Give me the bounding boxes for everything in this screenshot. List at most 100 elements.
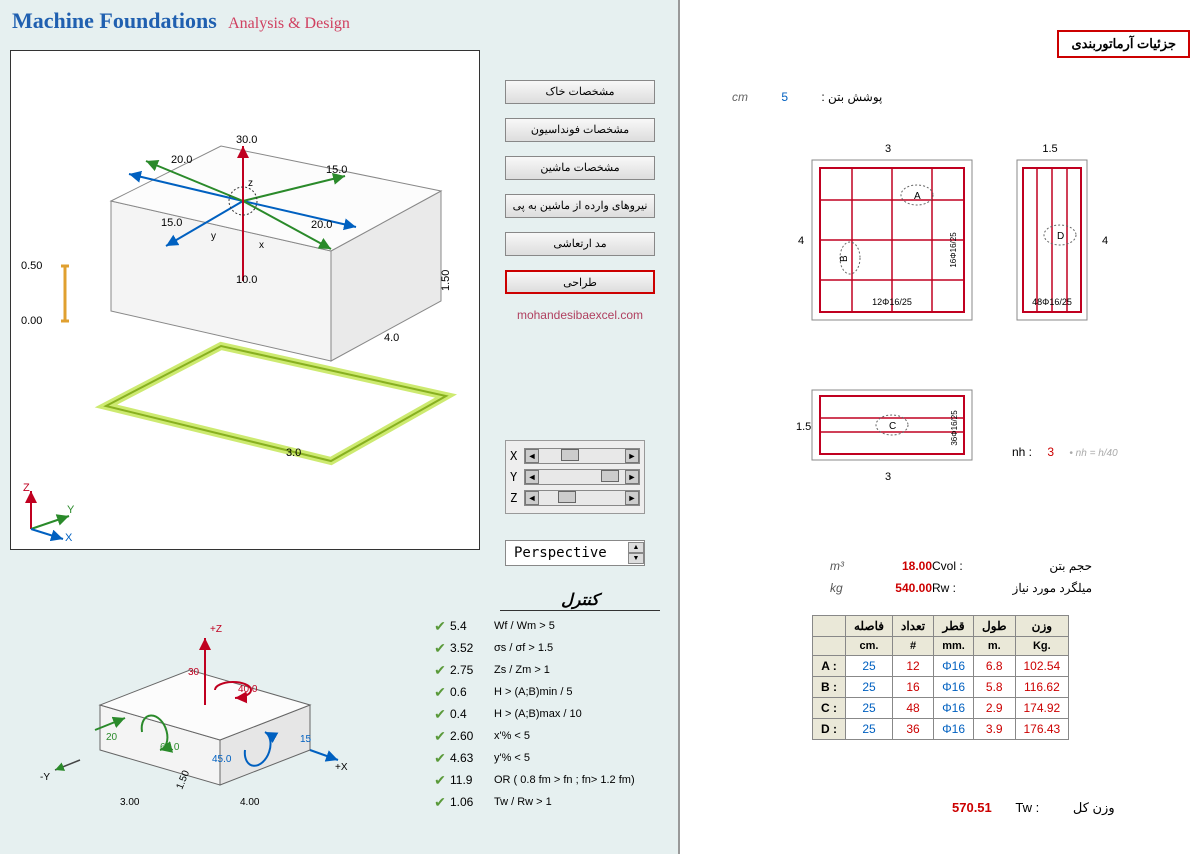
svg-text:20: 20 <box>106 732 118 743</box>
table-header-row: فاصله تعداد قطر طول وزن <box>813 616 1069 637</box>
app-title: Machine Foundations <box>12 8 217 33</box>
check-icon: ✔ <box>430 640 450 657</box>
table-row: B :2516Φ165.8116.62 <box>813 677 1069 698</box>
axis-indicator: Z Y X <box>19 481 79 541</box>
slider-z-track[interactable]: ◄► <box>524 490 640 506</box>
control-list: Wf / Wm > 55.4✔σs / σf > 1.53.52✔Zs / Zm… <box>430 615 670 813</box>
btn-foundation-props[interactable]: مشخصات فونداسیون <box>505 118 655 142</box>
svg-text:36Φ16/25: 36Φ16/25 <box>950 410 959 446</box>
app-subtitle: Analysis & Design <box>228 15 350 32</box>
viewport-svg: x y z 20.0 30.0 15.0 15.0 20.0 10.0 4.0 … <box>11 51 481 551</box>
slider-x-track[interactable]: ◄► <box>524 448 640 464</box>
svg-text:60.0: 60.0 <box>160 742 180 753</box>
svg-text:30.0: 30.0 <box>236 134 257 146</box>
svg-text:A: A <box>914 191 921 202</box>
svg-text:3.0: 3.0 <box>286 447 301 459</box>
iso-view: +Z 30 40.0 60.0 45.0 20 15 -Y +X 3.00 4.… <box>20 620 350 830</box>
control-header: کنترل <box>500 590 660 611</box>
view-select-value: Perspective <box>506 545 628 561</box>
check-icon: ✔ <box>430 750 450 767</box>
svg-text:30: 30 <box>188 667 200 678</box>
svg-text:45.0: 45.0 <box>212 754 232 765</box>
rotation-sliders: X ◄► Y ◄► Z ◄► <box>505 440 645 514</box>
check-icon: ✔ <box>430 684 450 701</box>
svg-text:4.0: 4.0 <box>384 332 399 344</box>
calc-row: حجم بتنCvol :18.00m³ <box>712 555 1092 577</box>
table-row: C :2548Φ162.9174.92 <box>813 698 1069 719</box>
btn-design[interactable]: طراحی <box>505 270 655 294</box>
nav-button-column: مشخصات خاک مشخصات فونداسیون مشخصات ماشین… <box>495 80 665 334</box>
svg-text:1.5: 1.5 <box>1042 143 1057 155</box>
slider-y-track[interactable]: ◄► <box>524 469 640 485</box>
svg-text:x: x <box>259 240 264 251</box>
btn-soil-props[interactable]: مشخصات خاک <box>505 80 655 104</box>
3d-viewport[interactable]: x y z 20.0 30.0 15.0 15.0 20.0 10.0 4.0 … <box>10 50 480 550</box>
svg-text:20.0: 20.0 <box>311 219 332 231</box>
left-panel: Machine Foundations Analysis & Design <box>0 0 680 854</box>
svg-text:16Φ16/25: 16Φ16/25 <box>949 232 958 268</box>
svg-text:4.00: 4.00 <box>240 797 260 808</box>
svg-text:3: 3 <box>885 143 891 155</box>
plan-area: A B 12Φ16/25 16Φ16/25 3 4 D 48Φ16/25 1.5… <box>792 140 1192 520</box>
slider-left-icon: ◄ <box>525 449 539 463</box>
check-icon: ✔ <box>430 706 450 723</box>
svg-text:10.0: 10.0 <box>236 274 257 286</box>
rebar-title: جزئیات آرماتوربندی <box>1057 30 1190 58</box>
svg-text:3: 3 <box>885 471 891 483</box>
cover-row: پوشش بتن : 5 cm <box>732 90 882 104</box>
check-icon: ✔ <box>430 662 450 679</box>
svg-text:15: 15 <box>300 734 312 745</box>
svg-text:C: C <box>889 421 896 432</box>
control-row: H > (A;B)max / 100.4✔ <box>430 703 670 725</box>
svg-text:Z: Z <box>23 482 30 494</box>
slider-z: Z ◄► <box>510 488 640 508</box>
check-icon: ✔ <box>430 728 450 745</box>
slider-right-icon: ► <box>625 449 639 463</box>
control-row: x'% < 52.60✔ <box>430 725 670 747</box>
slider-x: X ◄► <box>510 446 640 466</box>
table-units-row: cm. # mm. m. Kg. <box>813 637 1069 656</box>
svg-text:12Φ16/25: 12Φ16/25 <box>872 297 912 307</box>
svg-text:+X: +X <box>335 762 348 773</box>
svg-text:Y: Y <box>67 504 75 516</box>
btn-vibration-mode[interactable]: مد ارتعاشی <box>505 232 655 256</box>
btn-machine-props[interactable]: مشخصات ماشین <box>505 156 655 180</box>
svg-text:+Z: +Z <box>210 624 222 635</box>
control-row: Zs / Zm > 12.75✔ <box>430 659 670 681</box>
control-row: Wf / Wm > 55.4✔ <box>430 615 670 637</box>
control-row: y'% < 54.63✔ <box>430 747 670 769</box>
spin-down-icon: ▼ <box>628 553 644 564</box>
svg-text:1.5: 1.5 <box>796 421 811 433</box>
total-row: وزن کل Tw : 570.51 <box>952 800 1115 816</box>
svg-text:y: y <box>211 231 216 242</box>
svg-text:4: 4 <box>1102 235 1108 247</box>
view-select[interactable]: Perspective ▲▼ <box>505 540 645 566</box>
calc-row: میلگرد مورد نیازRw :540.00kg <box>712 577 1092 599</box>
view-spinner[interactable]: ▲▼ <box>628 542 644 564</box>
slider-y: Y ◄► <box>510 467 640 487</box>
svg-text:40.0: 40.0 <box>238 684 258 695</box>
check-icon: ✔ <box>430 794 450 811</box>
svg-text:20.0: 20.0 <box>171 154 192 166</box>
control-row: H > (A;B)min / 50.6✔ <box>430 681 670 703</box>
svg-text:B: B <box>839 255 850 262</box>
svg-text:48Φ16/25: 48Φ16/25 <box>1032 297 1072 307</box>
control-row: σs / σf > 1.53.52✔ <box>430 637 670 659</box>
svg-text:X: X <box>65 532 73 541</box>
svg-text:0.50: 0.50 <box>21 260 42 272</box>
right-panel: جزئیات آرماتوربندی پوشش بتن : 5 cm A B 1… <box>682 0 1200 854</box>
svg-text:3.00: 3.00 <box>120 797 140 808</box>
svg-text:z: z <box>248 178 253 189</box>
btn-machine-forces[interactable]: نیروهای وارده از ماشین به پی <box>505 194 655 218</box>
control-row: OR ( 0.8 fm > fn ; fn> 1.2 fm)11.9✔ <box>430 769 670 791</box>
svg-text:4: 4 <box>798 235 804 247</box>
svg-text:15.0: 15.0 <box>161 217 182 229</box>
website-link[interactable]: mohandesibaexcel.com <box>495 308 665 322</box>
svg-text:1.50: 1.50 <box>440 270 452 291</box>
svg-text:15.0: 15.0 <box>326 164 347 176</box>
table-row: D :2536Φ163.9176.43 <box>813 719 1069 740</box>
svg-text:D: D <box>1057 231 1064 242</box>
spin-up-icon: ▲ <box>628 542 644 553</box>
rebar-table: فاصله تعداد قطر طول وزن cm. # mm. m. Kg.… <box>812 615 1069 740</box>
rebar-table-body: A :2512Φ166.8102.54B :2516Φ165.8116.62C … <box>813 656 1069 740</box>
